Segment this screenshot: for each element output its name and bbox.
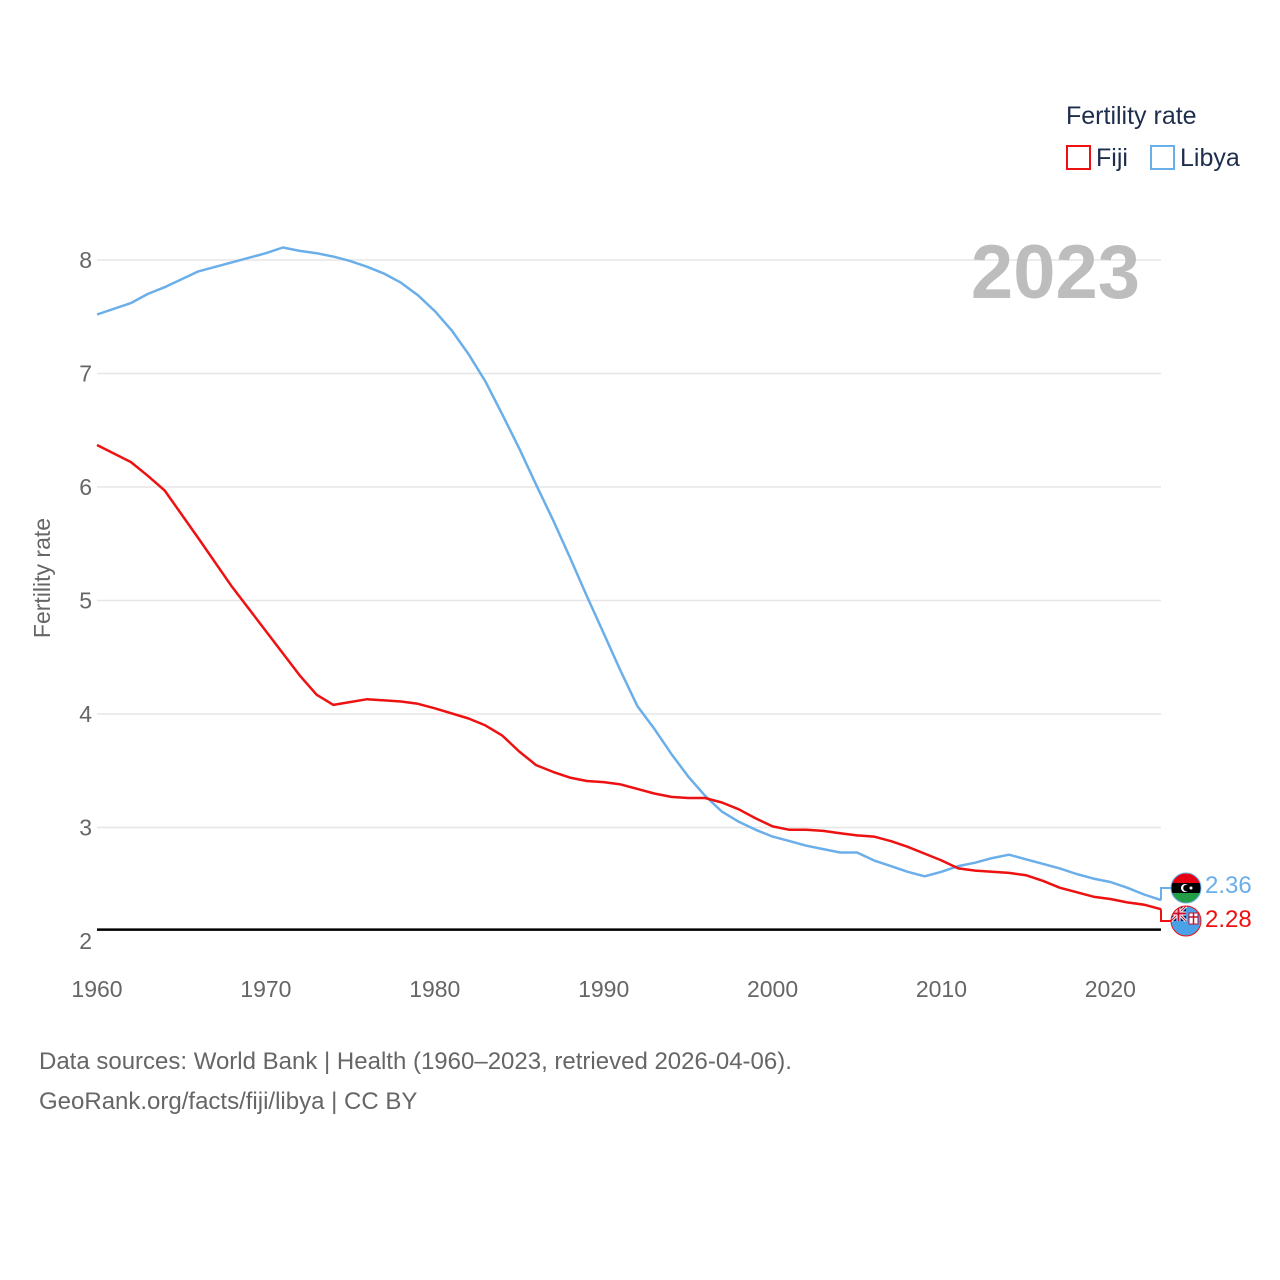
legend: Fertility rate Fiji Libya — [1066, 102, 1240, 172]
y-tick-label-6: 6 — [79, 474, 92, 500]
libya-leader-line — [1160, 887, 1171, 901]
y-tick-label-7: 7 — [79, 361, 92, 387]
gridlines — [97, 259, 1161, 829]
data-source-line: Data sources: World Bank | Health (1960–… — [39, 1048, 792, 1075]
legend-item-libya[interactable]: Libya — [1150, 144, 1240, 172]
legend-item-fiji[interactable]: Fiji — [1066, 144, 1128, 172]
series-line-fiji — [96, 443, 1162, 911]
libya-flag-ring — [1170, 872, 1202, 904]
year-label: 2023 — [971, 230, 1140, 315]
x-axis-ticks: 1960 1970 1980 1990 2000 2010 2020 — [71, 976, 1136, 1002]
x-tick-label-1970: 1970 — [240, 976, 291, 1002]
y-tick-label-5: 5 — [79, 588, 92, 614]
legend-swatch-libya — [1150, 145, 1175, 170]
legend-title: Fertility rate — [1066, 102, 1197, 130]
fiji-flag-ring — [1170, 905, 1202, 937]
x-tick-label-1990: 1990 — [578, 976, 629, 1002]
series-line-libya — [96, 246, 1162, 902]
libya-flag-icon — [1171, 873, 1201, 903]
legend-swatch-fiji — [1066, 145, 1091, 170]
y-axis-ticks: 2 3 4 5 6 7 8 — [79, 247, 92, 954]
end-markers: 2.36 2.28 — [1160, 872, 1252, 937]
x-tick-label-1980: 1980 — [409, 976, 460, 1002]
y-tick-label-8: 8 — [79, 247, 92, 273]
legend-label-fiji: Fiji — [1096, 144, 1128, 172]
y-axis-label: Fertility rate — [29, 518, 55, 638]
y-tick-label-3: 3 — [79, 815, 92, 841]
fiji-leader-line — [1160, 909, 1171, 922]
libya-end-value: 2.36 — [1205, 872, 1252, 899]
series-lines — [96, 246, 1162, 911]
x-tick-label-2010: 2010 — [916, 976, 967, 1002]
x-tick-label-2020: 2020 — [1085, 976, 1136, 1002]
x-tick-label-1960: 1960 — [71, 976, 122, 1002]
y-tick-label-2: 2 — [79, 928, 92, 954]
x-tick-label-2000: 2000 — [747, 976, 798, 1002]
y-tick-label-4: 4 — [79, 701, 92, 727]
license-line[interactable]: GeoRank.org/facts/fiji/libya | CC BY — [39, 1088, 418, 1115]
legend-label-libya: Libya — [1180, 144, 1240, 172]
fiji-end-value: 2.28 — [1205, 906, 1252, 933]
data-source-footer: Data sources: World Bank | Health (1960–… — [39, 1042, 792, 1122]
